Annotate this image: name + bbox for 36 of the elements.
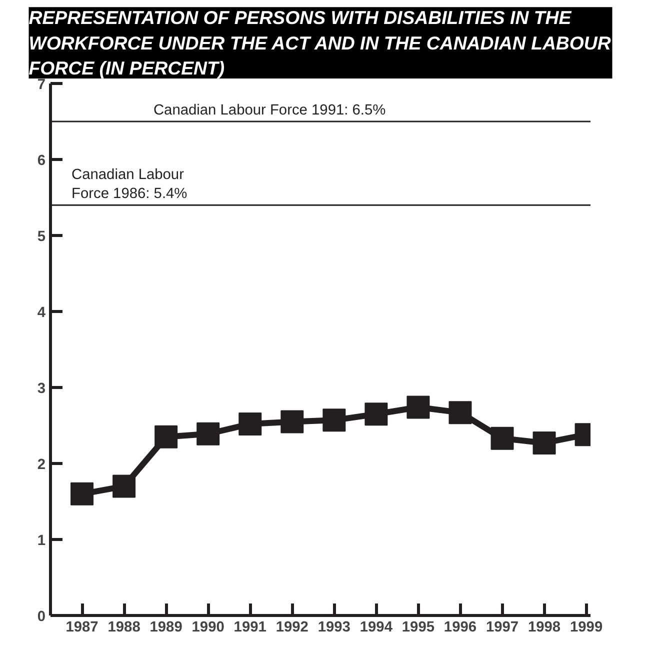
- point: [364, 402, 388, 426]
- point: [532, 431, 556, 454]
- point: [490, 426, 514, 450]
- point: [406, 396, 430, 419]
- x-tick-label: 1987: [66, 620, 98, 636]
- x-tick-label: 1990: [192, 620, 224, 636]
- y-tick-label: 4: [37, 305, 46, 321]
- y-tick-label: 6: [37, 153, 46, 169]
- y-tick-label: 1: [37, 533, 46, 549]
- y-tick-label: 7: [37, 77, 46, 93]
- y-tick-label: 3: [37, 381, 46, 397]
- ref-line-label: Canadian Labour Force 1986: 5.4%: [72, 166, 188, 202]
- point: [196, 422, 220, 446]
- ref-line-label: Canadian Labour Force 1991: 6.5%: [153, 102, 386, 118]
- x-tick-label: 1989: [150, 620, 182, 636]
- y-tick-label: 0: [37, 609, 46, 625]
- x-tick-label: 1995: [402, 620, 435, 636]
- x-tick-label: 1997: [486, 620, 519, 636]
- point: [280, 410, 304, 434]
- point: [112, 474, 136, 498]
- point: [322, 408, 346, 432]
- point: [238, 412, 262, 436]
- x-tick-label: 1996: [444, 620, 477, 636]
- point: [70, 482, 94, 506]
- x-tick-label: 1998: [528, 620, 561, 636]
- point: [448, 401, 472, 424]
- point: [154, 425, 178, 448]
- x-tick-label: 1994: [360, 620, 394, 636]
- x-tick-label: 1991: [234, 620, 266, 636]
- x-tick-label: 1988: [108, 620, 140, 636]
- x-tick-label: 1992: [276, 620, 308, 636]
- chart-title: REPRESENTATION OF PERSONS WITH DISABILITIES IN THE WORKFORCE UNDER THE ACT AND IN THE CANADIAN LABOUR FORCE (IN PERCENT): [28, 7, 612, 78]
- y-tick-label: 2: [37, 457, 46, 473]
- y-tick-label: 5: [37, 229, 46, 245]
- x-tick-label: 1999: [570, 620, 603, 636]
- x-tick-label: 1993: [318, 620, 350, 636]
